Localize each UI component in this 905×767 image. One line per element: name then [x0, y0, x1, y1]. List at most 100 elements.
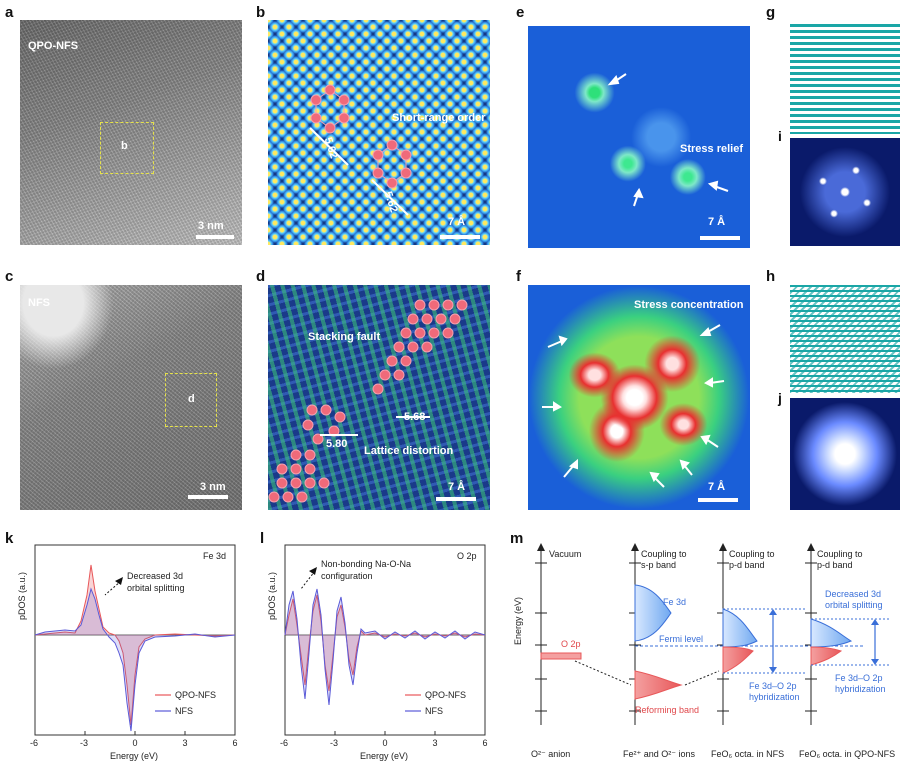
annotation-leader-l [300, 570, 316, 590]
scale-bar-c [188, 495, 228, 499]
region-box-d [165, 373, 217, 427]
col4-hyb-line2: hybridization [835, 684, 886, 694]
x-tick-label-l-1: -3 [330, 738, 338, 748]
orbital-label-k: Fe 3d [203, 551, 226, 561]
col3-head-line1: Coupling to [729, 549, 775, 559]
o2p-leader [574, 660, 632, 686]
panel-label-b: b [256, 4, 266, 21]
arrows-e [607, 73, 729, 207]
stress-map-relief: Stress relief 7 Å [528, 26, 750, 248]
footer-fe-o-ions: Fe²⁺ and O²⁻ ions [623, 749, 696, 759]
stress-map-concentration: Stress concentration 7 Å [528, 285, 750, 510]
label-stress-relief: Stress relief [680, 143, 743, 155]
panel-label-g: g [766, 4, 776, 21]
ifft-image-h [790, 285, 900, 393]
annotation-k-line2: orbital splitting [127, 583, 185, 593]
fe3d-label: Fe 3d [663, 597, 686, 607]
series-nfs-k [34, 587, 236, 732]
footer-feo6-nfs: FeO₆ octa. in NFS [711, 749, 784, 759]
col4-head-line2: p-d band [817, 560, 853, 570]
lattice-overlay-d [268, 299, 468, 503]
footer-feo6-qpo-nfs: FeO₆ octa. in QPO-NFS [799, 749, 895, 759]
x-tick-label-k-1: -3 [80, 738, 88, 748]
col4-hyb-line1: Fe 3d–O 2p [835, 673, 883, 683]
region-box-b [100, 122, 154, 174]
ifft-image-g [790, 24, 900, 134]
annotation-leader-k [104, 580, 122, 596]
panel-label-a: a [5, 4, 14, 21]
panel-label-j: j [778, 390, 782, 406]
scale-label-e: 7 Å [708, 216, 726, 228]
x-tick-label-k-0: -6 [30, 738, 38, 748]
lattice-map-short-range: Short-range order 5.62 5.62 7 Å [268, 20, 490, 245]
xlabel-l: Energy (eV) [360, 751, 408, 761]
panel-label-d: d [256, 268, 266, 285]
orbital-label-l: O 2p [457, 551, 477, 561]
o2p-band-col4 [810, 646, 843, 666]
panel-label-i: i [778, 128, 782, 144]
scale-bar-e [700, 236, 740, 240]
footer-o2-anion: O²⁻ anion [531, 749, 570, 759]
label-short-range-order: Short-range order [392, 112, 486, 124]
scale-label-d: 7 Å [448, 481, 466, 493]
col4-arrow-up [871, 619, 879, 625]
o2p-level [540, 652, 582, 660]
col4-head-line1: Coupling to [817, 549, 863, 559]
reforming-label: Reforming band [635, 705, 699, 715]
scale-bar-a [196, 235, 234, 239]
o2p-band-col3 [722, 646, 754, 674]
ylabel-k: pDOS (a.u.) [17, 572, 27, 620]
series-qpo-nfs-l [284, 594, 486, 692]
annotation-l-line1: Non-bonding Na-O-Na [321, 559, 411, 569]
label-lattice-distortion: Lattice distortion [364, 445, 454, 457]
panel-label-h: h [766, 268, 776, 285]
fe3d-band-col4 [810, 618, 853, 648]
label-stress-concentration: Stress concentration [634, 299, 744, 311]
x-tick-label-l-3: 3 [433, 738, 438, 748]
fermi-level-label: Fermi level [659, 634, 703, 644]
x-tick-label-k-2: 0 [133, 738, 138, 748]
panel-label-m: m [510, 530, 524, 547]
col3-hyb-line2: hybridization [749, 692, 800, 702]
tem-image-nfs: NFS d 3 nm [20, 285, 242, 510]
annotation-arrow-l [309, 567, 317, 575]
vacuum-label: Vacuum [549, 549, 581, 559]
annotation-l-line2: configuration [321, 571, 373, 581]
fft-pattern-j [790, 398, 900, 510]
x-tick-label-l-0: -6 [280, 738, 288, 748]
arrows-f [542, 324, 725, 488]
o2p-label: O 2p [561, 639, 581, 649]
xlabel-k: Energy (eV) [110, 751, 158, 761]
panel-label-c: c [5, 268, 14, 285]
series-qpo-nfs-k [34, 564, 236, 726]
scale-bar-d [436, 497, 476, 501]
reforming-band-col2 [634, 670, 683, 700]
scale-bar-b [440, 235, 480, 239]
ylabel-m: Energy (eV) [513, 597, 523, 645]
lattice-overlay-b [309, 84, 412, 216]
ylabel-l: pDOS (a.u.) [267, 572, 277, 620]
reforming-leader [684, 670, 720, 686]
scale-bar-f [698, 498, 738, 502]
legend-qpo-nfs-l: QPO-NFS [425, 690, 466, 700]
scale-label-b: 7 Å [448, 216, 466, 228]
annotation-k-line1: Decreased 3d [127, 571, 183, 581]
col2-head-line1: Coupling to [641, 549, 687, 559]
col4-arrow-down [871, 659, 879, 665]
fe3d-band-col3 [722, 608, 758, 648]
x-tick-label-l-2: 0 [383, 738, 388, 748]
lattice-map-defects: Stacking fault Lattice distortion 5.80 5… [268, 285, 490, 510]
chart-o2p-pdos: pDOS (a.u.) Energy (eV) O 2p Non-bonding… [267, 544, 488, 761]
panel-label-l: l [260, 530, 265, 547]
series-nfs-l [284, 588, 486, 706]
col3-arrow-up [769, 609, 777, 615]
x-tick-label-k-4: 6 [233, 738, 238, 748]
sample-tag-nfs: NFS [28, 297, 50, 309]
distance-label-d2: 5.68 [404, 411, 426, 423]
col3-head-line2: p-d band [729, 560, 765, 570]
scale-label-a: 3 nm [198, 220, 224, 232]
sample-tag-qpo-nfs: QPO-NFS [28, 40, 79, 52]
tem-image-qpo-nfs: QPO-NFS b 3 nm [20, 20, 242, 245]
x-tick-label-l-4: 6 [483, 738, 488, 748]
col3-hyb-line1: Fe 3d–O 2p [749, 681, 797, 691]
